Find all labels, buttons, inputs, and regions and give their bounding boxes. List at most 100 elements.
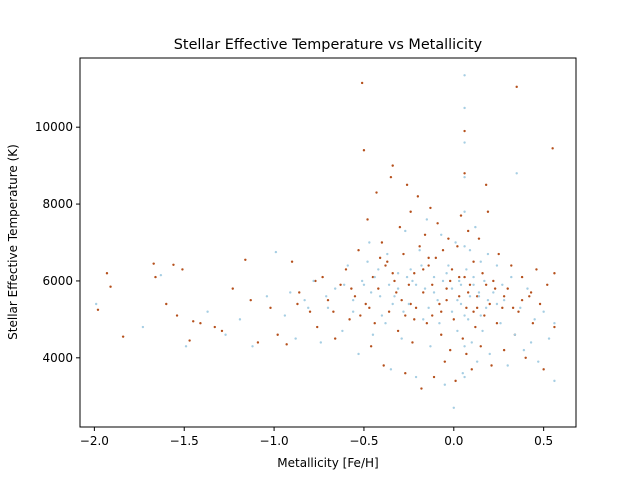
data-point-series-2 <box>475 360 479 363</box>
data-point-series-2 <box>463 314 466 317</box>
data-point-series-2 <box>452 406 455 409</box>
data-point-series-1 <box>393 279 396 283</box>
data-point-series-2 <box>386 252 389 256</box>
data-point-series-1 <box>249 298 252 302</box>
data-point-series-1 <box>389 175 393 179</box>
data-point-series-2 <box>479 314 482 317</box>
data-point-series-1 <box>538 302 542 306</box>
data-point-series-1 <box>420 387 423 390</box>
data-point-series-1 <box>165 302 168 306</box>
data-point-series-2 <box>414 375 418 379</box>
data-point-series-2 <box>411 279 414 283</box>
data-point-series-2 <box>463 210 466 213</box>
data-point-series-2 <box>501 283 504 286</box>
data-point-series-1 <box>413 272 416 275</box>
data-point-series-2 <box>391 302 394 306</box>
data-point-series-2 <box>425 218 429 221</box>
data-point-series-2 <box>447 264 450 267</box>
data-point-series-1 <box>535 268 538 271</box>
data-point-series-1 <box>409 210 412 213</box>
data-point-series-2 <box>402 310 405 313</box>
data-point-series-1 <box>405 183 409 187</box>
data-point-series-1 <box>353 295 357 298</box>
y-axis-title: Stellar Effective Temperature (K) <box>6 144 20 340</box>
data-point-series-2 <box>427 306 430 310</box>
data-point-series-2 <box>400 337 403 340</box>
data-point-series-2 <box>420 264 423 267</box>
data-point-series-2 <box>436 298 439 302</box>
data-point-series-2 <box>274 250 278 254</box>
data-point-series-1 <box>121 335 125 338</box>
data-point-series-2 <box>393 295 396 298</box>
data-point-series-1 <box>445 298 448 302</box>
data-point-series-1 <box>192 320 195 323</box>
data-point-series-1 <box>350 287 353 290</box>
data-point-series-2 <box>474 225 477 229</box>
data-point-series-1 <box>465 306 468 310</box>
data-point-series-1 <box>447 237 450 240</box>
data-point-series-1 <box>199 322 202 325</box>
data-point-series-1 <box>404 371 407 375</box>
data-point-series-1 <box>492 279 495 283</box>
data-point-series-1 <box>463 172 466 175</box>
data-point-series-2 <box>360 279 364 283</box>
data-point-series-2 <box>303 298 306 302</box>
data-point-series-2 <box>492 291 495 294</box>
data-point-series-2 <box>499 322 502 325</box>
data-point-series-1 <box>404 314 407 317</box>
data-point-series-2 <box>238 318 242 321</box>
data-point-series-2 <box>377 268 380 271</box>
data-point-series-2 <box>283 314 287 317</box>
data-point-series-2 <box>251 345 254 348</box>
data-point-series-1 <box>497 252 500 256</box>
data-point-series-2 <box>479 260 482 263</box>
data-point-series-1 <box>511 306 515 310</box>
data-point-series-1 <box>463 129 466 133</box>
data-point-series-1 <box>449 348 452 352</box>
data-point-series-1 <box>493 287 497 290</box>
data-point-series-1 <box>427 256 430 260</box>
data-point-series-2 <box>351 298 355 302</box>
x-tick-label: −1.5 <box>170 434 199 448</box>
data-point-series-2 <box>461 371 464 375</box>
x-tick-label: −2.0 <box>80 434 109 448</box>
data-point-series-2 <box>466 318 470 321</box>
data-point-series-1 <box>364 302 367 306</box>
data-point-series-1 <box>474 325 477 329</box>
data-point-series-1 <box>479 345 482 348</box>
data-point-series-1 <box>422 291 425 294</box>
data-point-series-1 <box>452 318 455 321</box>
data-point-series-1 <box>256 341 260 344</box>
data-point-series-2 <box>522 348 526 352</box>
data-point-series-2 <box>472 283 475 286</box>
data-point-series-1 <box>431 283 434 286</box>
data-point-series-2 <box>429 345 432 348</box>
data-point-series-1 <box>414 306 418 310</box>
data-point-series-2 <box>481 329 484 333</box>
data-point-series-1 <box>362 149 366 152</box>
data-point-series-1 <box>490 364 493 367</box>
data-point-series-2 <box>384 322 387 325</box>
data-point-series-2 <box>224 333 227 336</box>
data-point-series-2 <box>184 345 188 348</box>
data-point-series-1 <box>371 275 375 279</box>
data-point-series-2 <box>346 264 349 267</box>
data-point-series-2 <box>495 302 499 306</box>
data-point-series-2 <box>438 322 441 325</box>
data-point-series-1 <box>423 233 427 237</box>
data-point-series-2 <box>506 364 509 367</box>
data-point-series-1 <box>510 264 513 267</box>
data-point-series-1 <box>488 302 491 306</box>
data-point-series-2 <box>459 302 463 306</box>
data-point-series-2 <box>333 287 337 290</box>
data-point-series-1 <box>459 214 463 217</box>
data-point-series-1 <box>359 314 362 317</box>
data-point-series-1 <box>546 283 549 286</box>
data-point-series-1 <box>461 337 464 340</box>
data-point-series-1 <box>373 322 376 325</box>
data-point-series-2 <box>484 306 488 310</box>
data-point-series-2 <box>483 279 486 283</box>
data-point-series-1 <box>244 258 247 261</box>
data-point-series-1 <box>96 308 100 311</box>
data-point-series-1 <box>308 310 312 313</box>
